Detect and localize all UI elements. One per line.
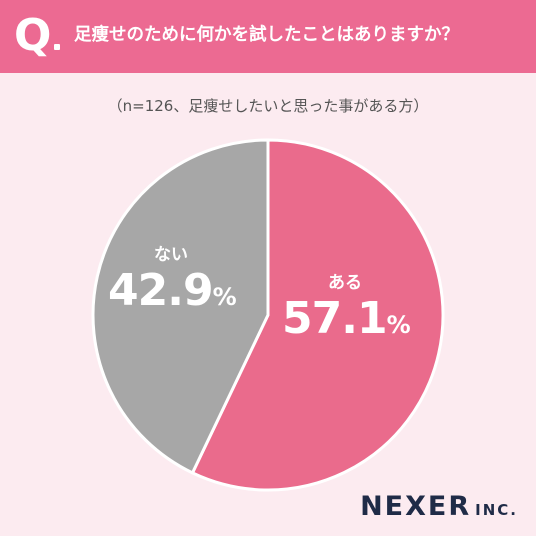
slice-number-nai: 42.9 bbox=[108, 265, 214, 316]
slice-name-nai: ない bbox=[154, 245, 188, 265]
header-banner: Q 足痩せのために何かを試したことはありますか？ bbox=[0, 0, 536, 73]
slice-number-aru: 57.1 bbox=[282, 293, 388, 344]
brand-logo: NEXER INC. bbox=[360, 491, 518, 522]
question-text: 足痩せのために何かを試したことはありますか？ bbox=[74, 25, 459, 45]
slice-value-nai: 42.9% bbox=[108, 265, 237, 322]
slice-unit-nai: % bbox=[212, 283, 237, 311]
sample-note: （n=126、足痩せしたいと思った事がある方） bbox=[107, 97, 429, 115]
slice-name-aru: ある bbox=[328, 273, 362, 293]
brand-main: NEXER bbox=[360, 491, 472, 522]
q-label: Q bbox=[14, 10, 52, 61]
q-dot bbox=[54, 44, 60, 50]
slice-value-aru: 57.1% bbox=[282, 293, 411, 350]
slice-label-aru: ある 57.1% bbox=[282, 272, 411, 350]
pie-slice-nai bbox=[91, 138, 270, 475]
brand-sub: INC. bbox=[475, 501, 518, 519]
pie-slice-aru bbox=[190, 138, 445, 492]
slice-unit-aru: % bbox=[386, 311, 411, 339]
slice-label-nai: ない 42.9% bbox=[108, 244, 237, 322]
